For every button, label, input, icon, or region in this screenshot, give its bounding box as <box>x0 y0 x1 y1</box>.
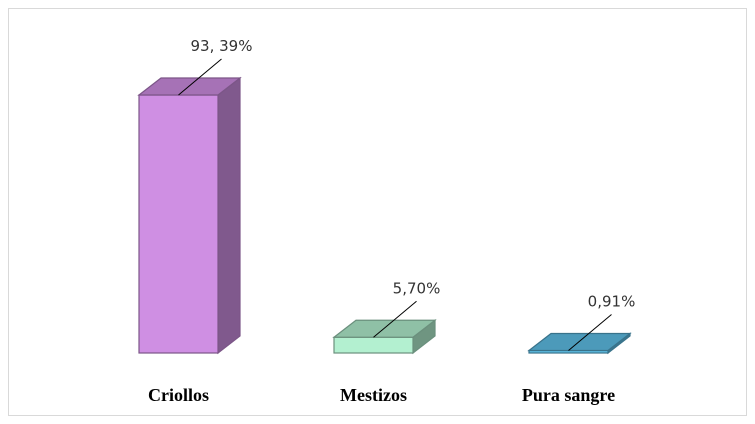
leader-line <box>568 314 612 351</box>
leader-line <box>373 300 417 338</box>
category-label: Mestizos <box>340 385 407 405</box>
value-label: 0,91% <box>588 292 636 310</box>
bar-top <box>527 332 632 352</box>
category-label: Criollos <box>148 385 209 405</box>
bar <box>333 336 414 354</box>
chart-border <box>8 8 747 416</box>
leader-line <box>178 58 222 96</box>
bar-top <box>332 319 437 338</box>
value-label: 93, 39% <box>191 37 253 55</box>
value-label: 5,70% <box>393 279 441 297</box>
bar-top <box>137 77 242 96</box>
category-label: Pura sangre <box>522 385 615 405</box>
bar <box>138 94 219 354</box>
bar-side <box>217 76 241 355</box>
